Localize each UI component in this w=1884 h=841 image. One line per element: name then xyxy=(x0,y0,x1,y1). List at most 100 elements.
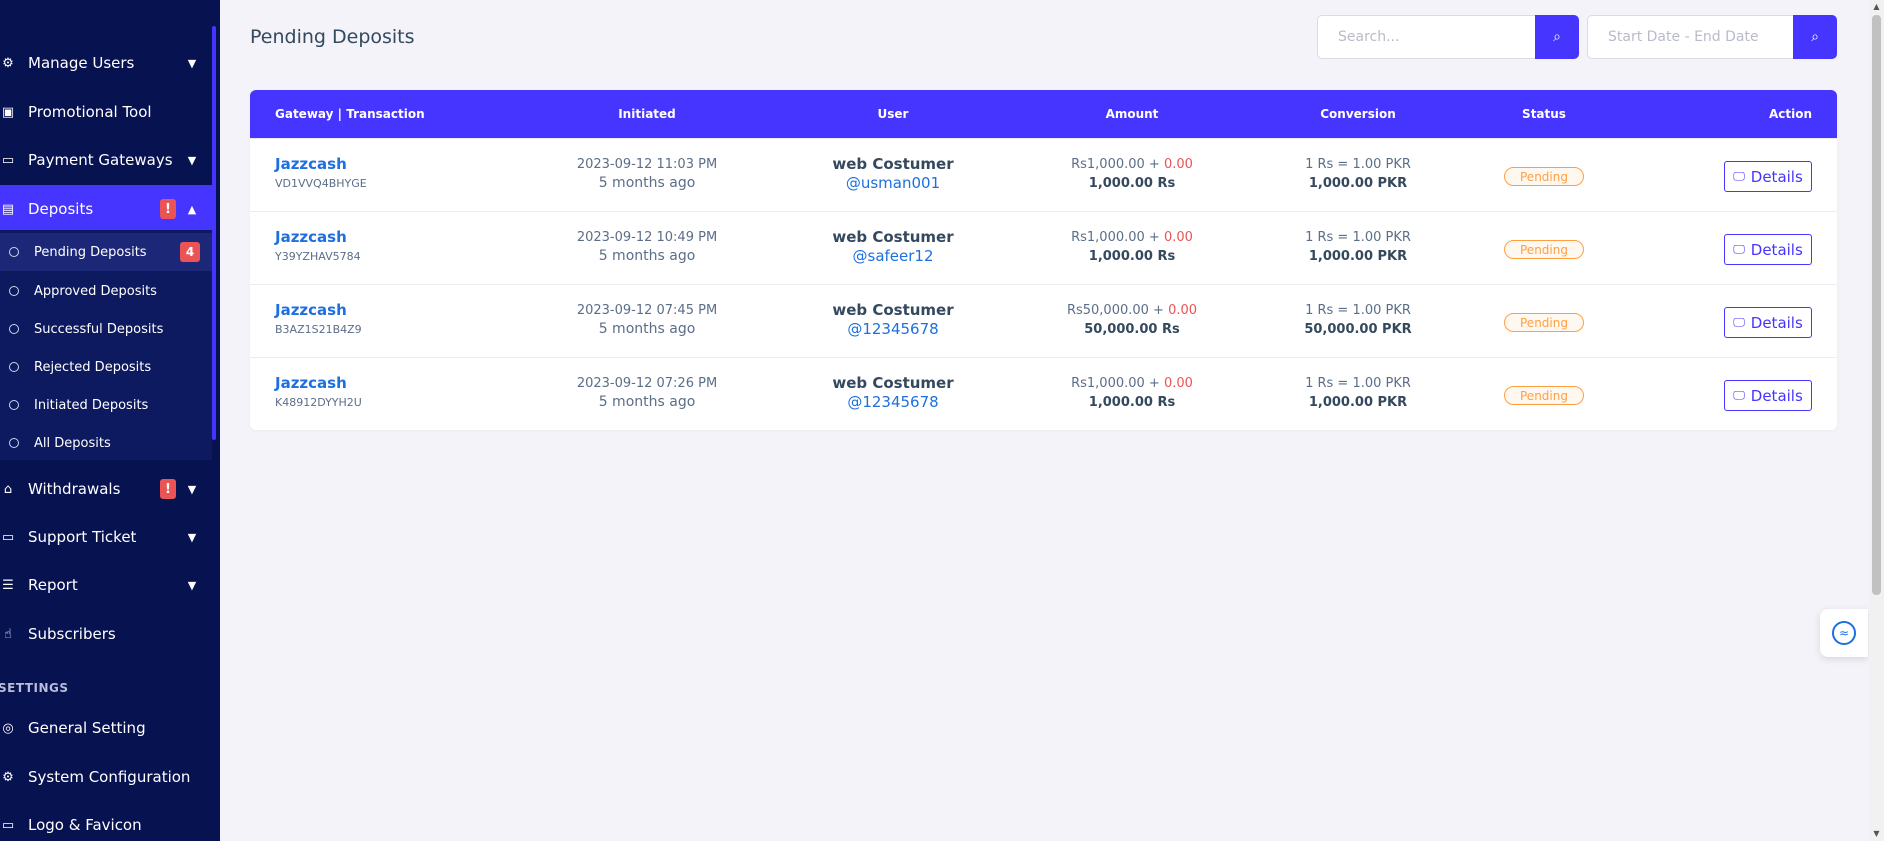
scroll-down-icon[interactable]: ▼ xyxy=(1873,829,1880,838)
sidebar-item-pending-deposits[interactable]: Pending Deposits 4 xyxy=(0,233,212,271)
ticket-icon: ▭ xyxy=(1,817,15,833)
user-handle-link[interactable]: @12345678 xyxy=(847,393,939,411)
initiated-date: 2023-09-12 10:49 PM xyxy=(576,230,718,245)
charge-value: 0.00 xyxy=(1168,303,1198,318)
charge-value: 0.00 xyxy=(1163,376,1193,391)
column-header-gateway: Gateway | Transaction xyxy=(275,107,425,121)
chevron-down-icon: ▼ xyxy=(187,530,197,544)
sidebar-item-label: Logo & Favicon xyxy=(28,816,142,834)
initiated-cell: 2023-09-12 07:26 PM 5 months ago xyxy=(547,374,747,412)
search-icon: ⌕ xyxy=(1811,29,1819,45)
credit-card-icon: ▭ xyxy=(1,152,15,168)
details-button[interactable]: 🖵 Details xyxy=(1724,234,1812,265)
charge-value: 0.00 xyxy=(1163,230,1193,245)
status-badge: Pending xyxy=(1504,167,1584,186)
circle-icon xyxy=(9,247,19,257)
sidebar-item-support-ticket[interactable]: ▭ Support Ticket ▼ xyxy=(0,513,212,561)
sidebar-scrollbar[interactable] xyxy=(212,26,216,440)
status-badge: Pending xyxy=(1504,313,1584,332)
details-button-label: Details xyxy=(1750,386,1803,405)
sidebar-item-all-deposits[interactable]: All Deposits xyxy=(0,424,212,462)
deposits-submenu: Pending Deposits 4 Approved Deposits Suc… xyxy=(0,230,212,460)
amount-total: 1,000.00 Rs xyxy=(1088,395,1176,410)
sidebar-item-label: Payment Gateways xyxy=(28,151,173,169)
column-header-initiated: Initiated xyxy=(618,107,676,121)
sidebar-item-label: Deposits xyxy=(28,200,94,218)
sidebar-item-label: Support Ticket xyxy=(28,528,137,546)
converted-amount: 50,000.00 PKR xyxy=(1304,322,1412,337)
page-scrollbar[interactable]: ▲ ▼ xyxy=(1869,0,1884,841)
date-search-form: ⌕ xyxy=(1587,15,1837,59)
sidebar-item-system-configuration[interactable]: ⚙ System Configuration xyxy=(0,753,212,801)
amount-value: Rs1,000.00 + xyxy=(1071,376,1164,391)
transaction-id: Y39YZHAV5784 xyxy=(275,250,361,263)
sidebar-item-label: Withdrawals xyxy=(28,480,121,498)
date-range-input[interactable] xyxy=(1587,15,1793,59)
sidebar-item-successful-deposits[interactable]: Successful Deposits xyxy=(0,310,212,348)
sidebar-item-deposits[interactable]: ▤ Deposits ! ▲ xyxy=(0,185,212,233)
sidebar-item-payment-gateways[interactable]: ▭ Payment Gateways ▼ xyxy=(0,136,212,184)
transaction-id: K48912DYYH2U xyxy=(275,396,362,409)
column-header-conversion: Conversion xyxy=(1320,107,1396,121)
image-icon: ▣ xyxy=(1,104,15,120)
sidebar-item-subscribers[interactable]: ☝ Subscribers xyxy=(0,610,212,658)
user-name: web Costumer xyxy=(832,228,954,246)
table-row: Jazzcash B3AZ1S21B4Z9 2023-09-12 07:45 P… xyxy=(250,284,1837,357)
scroll-up-icon[interactable]: ▲ xyxy=(1873,2,1880,11)
gateway-name: Jazzcash xyxy=(275,228,347,246)
conversion-rate: 1 Rs = 1.00 PKR xyxy=(1305,376,1411,391)
chat-widget-icon: ≈ xyxy=(1832,621,1856,645)
sidebar-item-manage-users[interactable]: ⚙ Manage Users ▼ xyxy=(0,39,212,87)
sidebar-item-general-setting[interactable]: ◎ General Setting xyxy=(0,704,212,752)
sidebar-item-label: Successful Deposits xyxy=(34,321,164,337)
date-search-button[interactable]: ⌕ xyxy=(1793,15,1837,59)
list-icon: ☰ xyxy=(2,577,14,593)
sidebar: ⚙ Manage Users ▼ ▣ Promotional Tool ▭ Pa… xyxy=(0,0,220,841)
user-handle-link[interactable]: @usman001 xyxy=(845,174,941,192)
sidebar-item-rejected-deposits[interactable]: Rejected Deposits xyxy=(0,348,212,386)
user-handle-link[interactable]: @safeer12 xyxy=(852,247,934,265)
table-header: Gateway | Transaction Initiated User Amo… xyxy=(250,90,1837,138)
transaction-id: VD1VVQ4BHYGE xyxy=(275,177,367,190)
desktop-icon: 🖵 xyxy=(1733,169,1745,183)
details-button[interactable]: 🖵 Details xyxy=(1724,161,1812,192)
details-button-label: Details xyxy=(1750,240,1803,259)
search-button[interactable]: ⌕ xyxy=(1535,15,1579,59)
sidebar-item-label: System Configuration xyxy=(28,768,191,786)
conversion-cell: 1 Rs = 1.00 PKR 50,000.00 PKR xyxy=(1258,301,1458,339)
sidebar-item-label: Report xyxy=(28,576,78,594)
column-header-status: Status xyxy=(1522,107,1566,121)
details-button[interactable]: 🖵 Details xyxy=(1724,307,1812,338)
sidebar-item-label: Pending Deposits xyxy=(34,244,147,260)
scrollbar-thumb[interactable] xyxy=(1872,15,1881,595)
table-row: Jazzcash Y39YZHAV5784 2023-09-12 10:49 P… xyxy=(250,211,1837,284)
settings-section-title: SETTINGS xyxy=(0,681,69,695)
gear-icon: ⚙ xyxy=(2,769,14,785)
search-icon: ⌕ xyxy=(1553,29,1561,45)
sidebar-item-withdrawals[interactable]: ⌂ Withdrawals ! ▼ xyxy=(0,465,212,513)
sidebar-item-logo-favicon[interactable]: ▭ Logo & Favicon xyxy=(0,801,212,841)
gateway-cell: Jazzcash K48912DYYH2U xyxy=(275,374,362,412)
amount-value: Rs1,000.00 + xyxy=(1071,157,1164,172)
sidebar-item-promotional-tool[interactable]: ▣ Promotional Tool xyxy=(0,88,212,136)
chat-widget-button[interactable]: ≈ xyxy=(1820,609,1868,657)
chevron-up-icon: ▲ xyxy=(187,202,197,216)
sidebar-item-label: General Setting xyxy=(28,719,146,737)
user-handle-link[interactable]: @12345678 xyxy=(847,320,939,338)
sidebar-item-label: All Deposits xyxy=(34,435,111,451)
sidebar-item-approved-deposits[interactable]: Approved Deposits xyxy=(0,272,212,310)
sidebar-item-report[interactable]: ☰ Report ▼ xyxy=(0,561,212,609)
initiated-date: 2023-09-12 07:45 PM xyxy=(576,303,718,318)
details-button[interactable]: 🖵 Details xyxy=(1724,380,1812,411)
sidebar-item-label: Approved Deposits xyxy=(34,283,157,299)
sidebar-item-initiated-deposits[interactable]: Initiated Deposits xyxy=(0,386,212,424)
sidebar-item-label: Manage Users xyxy=(28,54,135,72)
file-invoice-icon: ▤ xyxy=(1,201,15,217)
search-input[interactable] xyxy=(1317,15,1535,59)
user-name: web Costumer xyxy=(832,301,954,319)
amount-total: 1,000.00 Rs xyxy=(1088,176,1176,191)
sidebar-item-label: Initiated Deposits xyxy=(34,397,149,413)
user-cell: web Costumer @safeer12 xyxy=(793,228,993,266)
initiated-cell: 2023-09-12 11:03 PM 5 months ago xyxy=(547,155,747,193)
column-header-amount: Amount xyxy=(1105,107,1159,121)
